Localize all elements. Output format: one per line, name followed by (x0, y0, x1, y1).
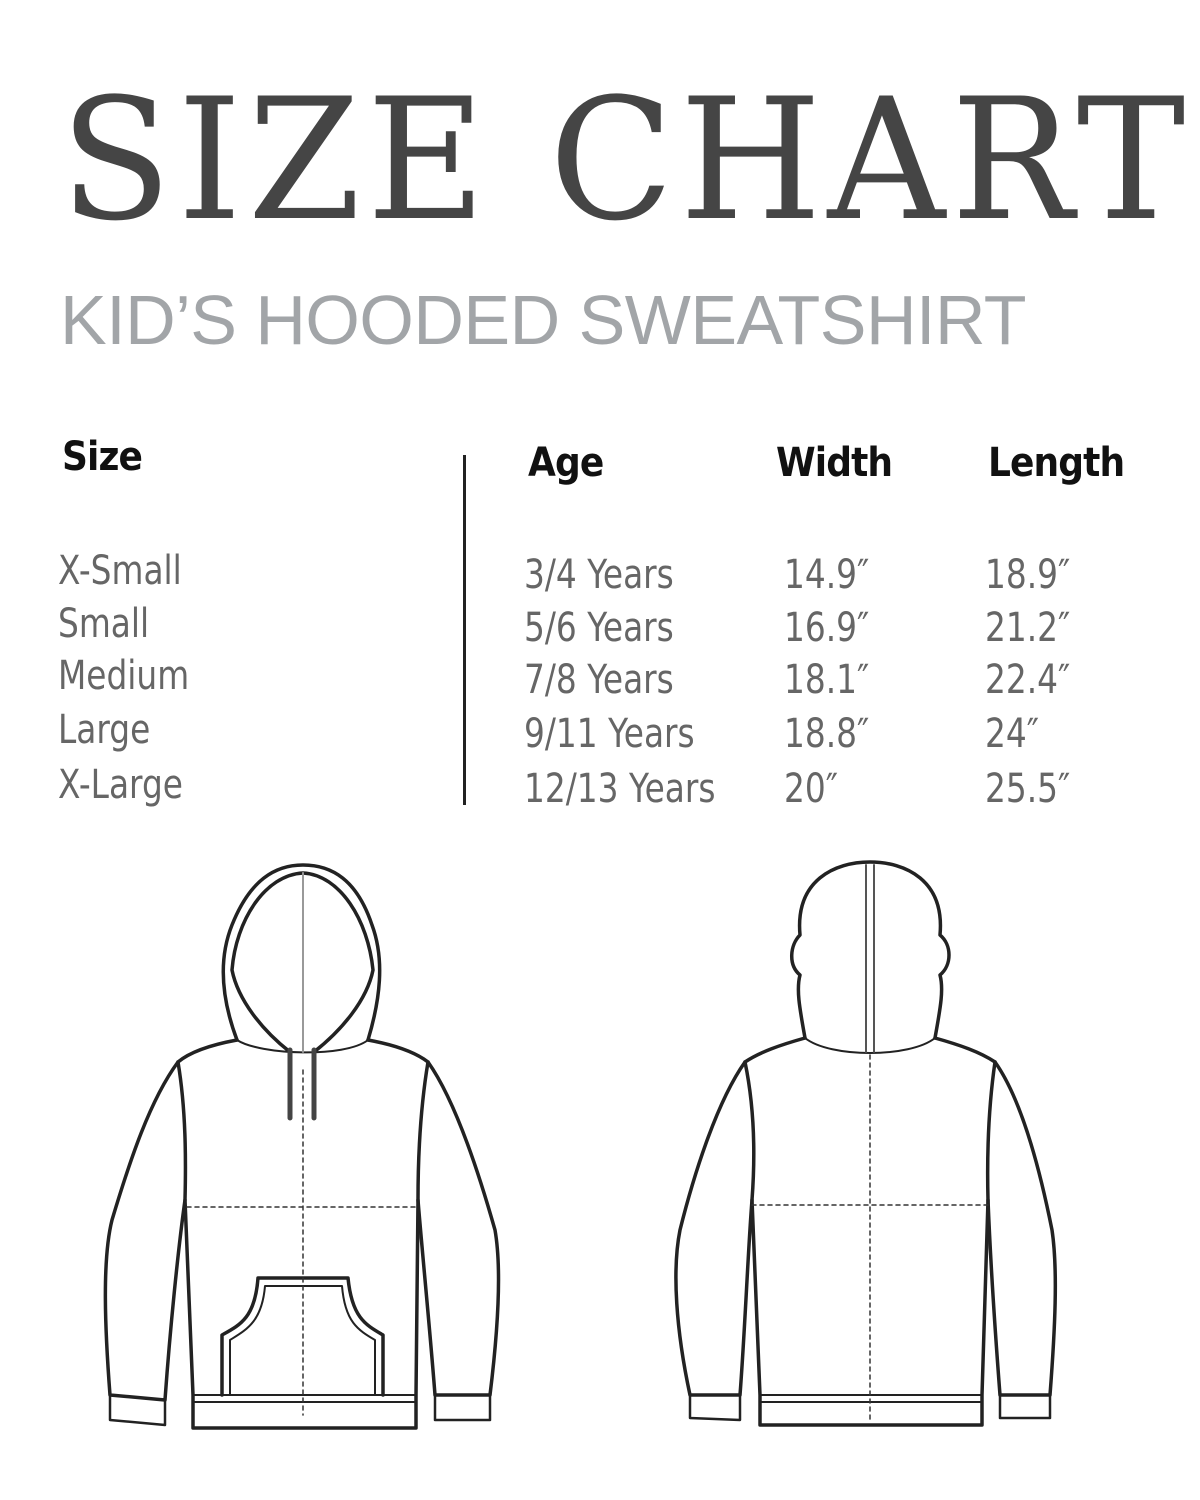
cell-width: 18.1″ (784, 657, 870, 703)
column-divider (463, 455, 466, 805)
cell-age: 7/8 Years (524, 657, 674, 703)
header-age: Age (528, 440, 604, 486)
cell-length: 22.4″ (985, 657, 1071, 703)
cell-size: X-Large (58, 762, 183, 808)
cell-width: 18.8″ (784, 711, 870, 757)
cell-size: X-Small (58, 548, 182, 594)
header-size: Size (62, 434, 143, 480)
product-subtitle: KID’S HOODED SWEATSHIRT (60, 281, 1027, 359)
cell-size: Medium (58, 653, 190, 699)
hoodie-back-illustration (674, 860, 1058, 1427)
cell-width: 16.9″ (784, 605, 870, 651)
header-length: Length (988, 440, 1125, 486)
header-width: Width (776, 440, 893, 486)
cell-age: 9/11 Years (524, 711, 695, 757)
cell-length: 25.5″ (985, 766, 1071, 812)
cell-age: 3/4 Years (524, 552, 674, 598)
cell-length: 21.2″ (985, 605, 1071, 651)
cell-width: 20″ (784, 766, 838, 812)
cell-size: Small (58, 601, 150, 647)
cell-age: 5/6 Years (524, 605, 674, 651)
page-title: SIZE CHART (60, 62, 1192, 258)
cell-width: 14.9″ (784, 552, 870, 598)
cell-age: 12/13 Years (524, 766, 716, 812)
cell-length: 24″ (985, 711, 1039, 757)
hoodie-front-illustration (103, 863, 501, 1430)
cell-size: Large (58, 707, 151, 753)
cell-length: 18.9″ (985, 552, 1071, 598)
